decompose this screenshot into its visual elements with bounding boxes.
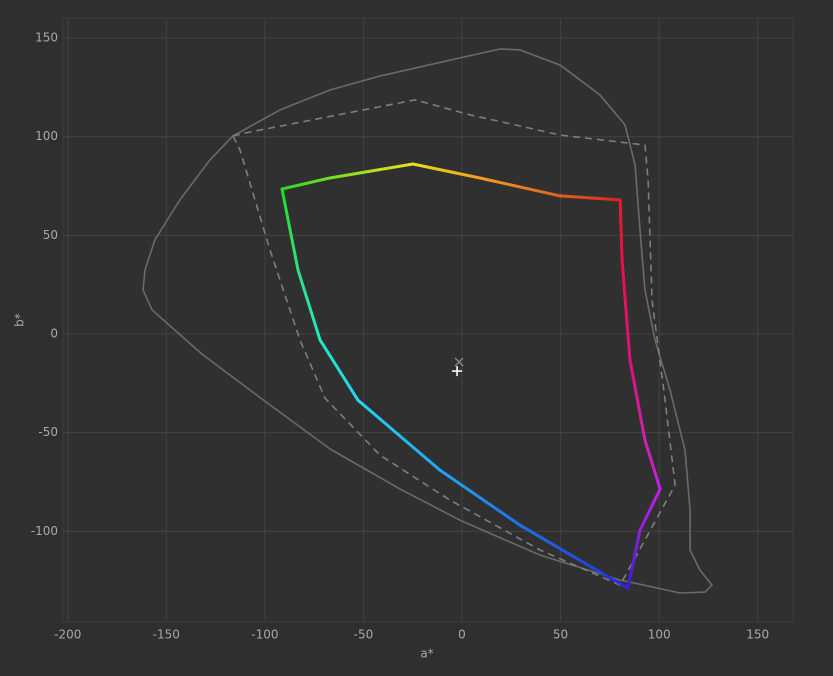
gamut-segment: [438, 468, 522, 527]
x-tick-label: -100: [251, 628, 278, 642]
y-tick-label: 50: [43, 228, 58, 242]
gamut-segment: [626, 528, 642, 590]
cross-marker: [454, 357, 464, 367]
gamut-outline: [232, 99, 676, 586]
marker-stroke: [454, 357, 464, 367]
y-tick-label: 0: [50, 327, 58, 341]
x-tick-label: -200: [54, 628, 81, 642]
gamut-segment: [296, 268, 322, 342]
x-tick-label: -50: [354, 628, 374, 642]
gamut-segment: [411, 162, 482, 180]
gamut-segment: [318, 338, 360, 402]
gamut-segment: [643, 438, 662, 491]
x-tick-label: 100: [648, 628, 671, 642]
gamut-segment: [558, 194, 622, 202]
x-axis-label: a*: [420, 647, 433, 661]
gamut-segment: [280, 176, 332, 191]
gamut-outline: [142, 48, 713, 594]
gamut-segment: [618, 198, 624, 262]
y-tick-label: 150: [35, 31, 58, 45]
gamut-segment: [356, 398, 442, 472]
y-tick-label: -100: [31, 524, 58, 538]
plus-marker: [452, 366, 463, 377]
y-tick-label: 100: [35, 129, 58, 143]
gamut-segment: [518, 523, 602, 574]
gamut-segment: [328, 162, 415, 180]
x-tick-label: 150: [746, 628, 769, 642]
gamut-segment: [598, 570, 630, 590]
x-tick-label: 0: [458, 628, 466, 642]
x-tick-label: -150: [153, 628, 180, 642]
y-tick-label: -50: [38, 425, 58, 439]
plot-area: [62, 17, 794, 623]
gamut-segment: [638, 487, 662, 532]
gamut-segment: [620, 258, 632, 362]
x-tick-label: 50: [553, 628, 568, 642]
y-axis-label: b*: [13, 313, 27, 327]
gamut-segment: [478, 176, 562, 198]
gamut-segment: [628, 358, 647, 442]
gamut-segment: [280, 187, 300, 272]
